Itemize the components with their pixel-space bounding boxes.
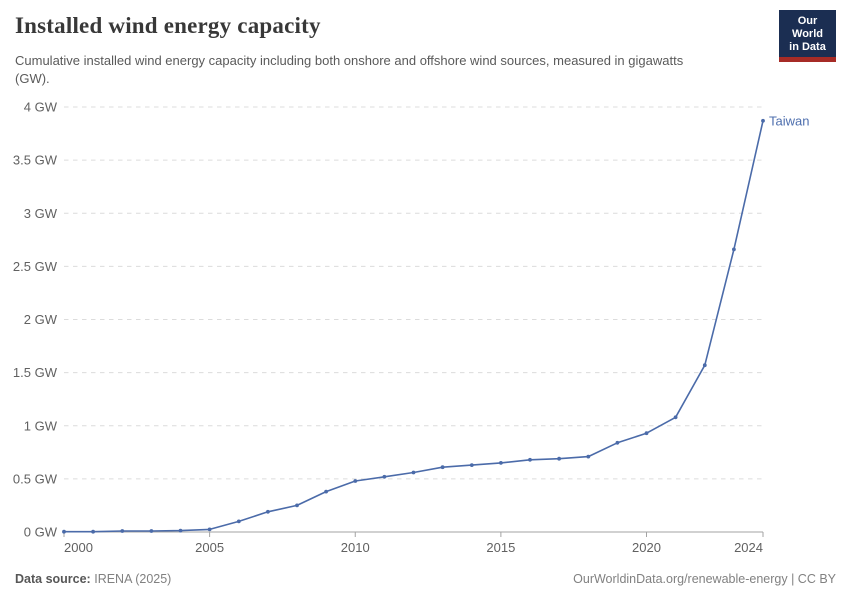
data-point[interactable]: [178, 528, 183, 533]
data-point[interactable]: [295, 503, 299, 508]
data-point[interactable]: [761, 118, 765, 123]
data-point[interactable]: [207, 527, 212, 532]
data-point[interactable]: [62, 529, 66, 534]
data-point[interactable]: [644, 431, 649, 436]
credit-link[interactable]: OurWorldinData.org/renewable-energy | CC…: [573, 572, 836, 586]
x-tick-label: 2010: [341, 540, 370, 555]
y-tick-label: 0 GW: [24, 525, 58, 540]
x-tick-label: 2000: [64, 540, 93, 555]
series-end-label[interactable]: Taiwan: [769, 113, 809, 128]
data-point[interactable]: [266, 509, 270, 514]
data-point[interactable]: [353, 479, 358, 483]
data-point[interactable]: [120, 529, 125, 533]
y-tick-label: 0.5 GW: [13, 471, 58, 486]
y-tick-label: 1 GW: [24, 418, 58, 433]
data-point[interactable]: [702, 363, 707, 368]
data-line-taiwan: [64, 120, 764, 533]
y-tick-label: 1.5 GW: [13, 365, 58, 380]
page-title: Installed wind energy capacity: [15, 13, 321, 38]
owid-logo-line1: Our World: [792, 15, 823, 40]
data-source-label: Data source:: [15, 572, 91, 586]
y-tick-label: 4 GW: [24, 100, 58, 115]
line-chart[interactable]: 0 GW 0.5 GW 1 GW 1.5 GW 2 GW 2.5 GW 3 GW 3.5 GW…: [0, 95, 850, 570]
data-point[interactable]: [528, 457, 532, 462]
y-tick-label: 2 GW: [24, 312, 58, 327]
owid-logo-line2: in Data: [789, 40, 826, 53]
chart-subtitle: Cumulative installed wind energy capacit…: [15, 53, 684, 87]
chart-footer: Data source: IRENA (2025) OurWorldinData…: [15, 568, 836, 590]
data-point[interactable]: [149, 529, 154, 533]
data-point[interactable]: [499, 461, 503, 465]
data-point[interactable]: [324, 489, 328, 494]
data-point[interactable]: [615, 440, 620, 445]
data-point[interactable]: [732, 247, 736, 252]
data-point[interactable]: [236, 519, 241, 524]
data-source: Data source: IRENA (2025): [15, 572, 171, 586]
y-tick-label: 2.5 GW: [13, 259, 58, 274]
data-point[interactable]: [382, 474, 387, 479]
x-tick-label: 2020: [632, 540, 661, 555]
data-source-value: IRENA (2025): [94, 572, 172, 586]
data-point[interactable]: [411, 470, 416, 475]
x-tick-label: 2005: [195, 540, 224, 555]
data-point[interactable]: [673, 415, 678, 420]
data-point[interactable]: [440, 465, 445, 470]
data-point[interactable]: [557, 456, 561, 461]
data-point[interactable]: [586, 454, 591, 459]
x-tick-label: 2024: [734, 540, 763, 555]
y-tick-label: 3.5 GW: [13, 153, 58, 168]
data-point[interactable]: [91, 529, 95, 534]
owid-logo[interactable]: Our World in Data: [779, 10, 836, 62]
y-tick-label: 3 GW: [24, 206, 58, 221]
x-tick-label: 2015: [486, 540, 515, 555]
data-point[interactable]: [469, 463, 474, 467]
